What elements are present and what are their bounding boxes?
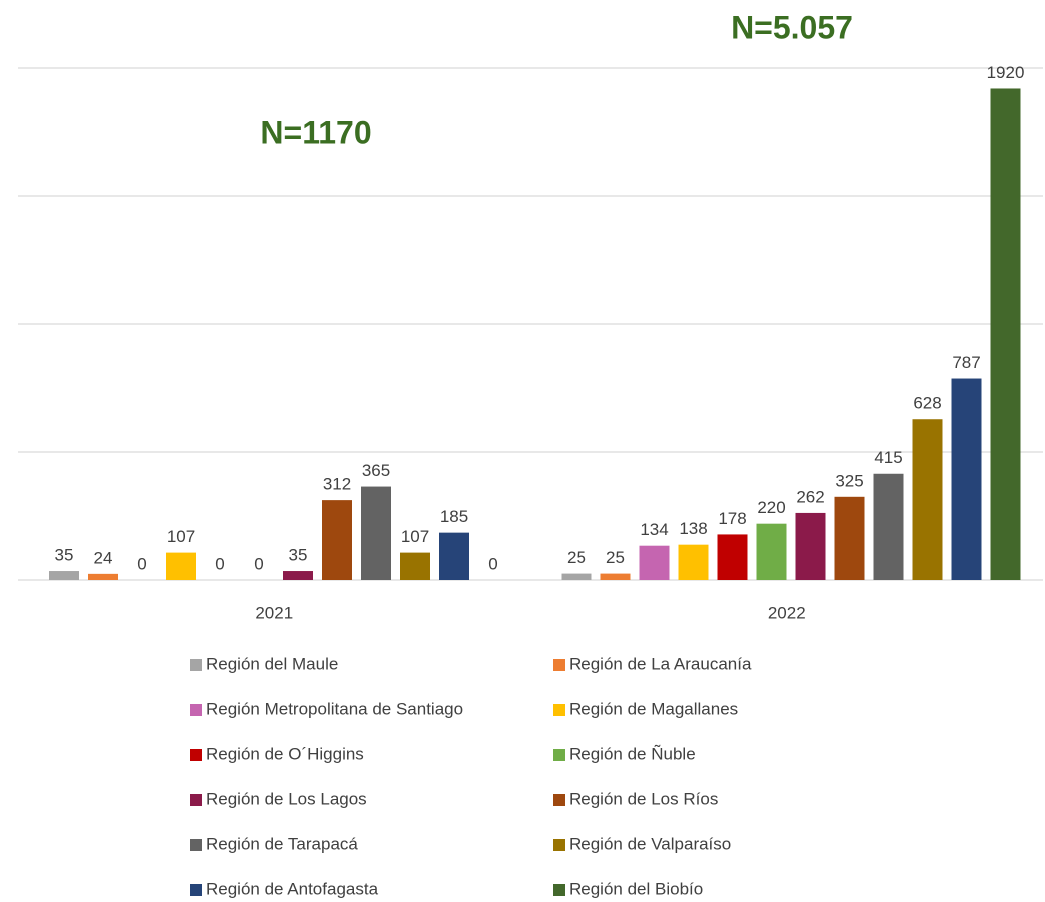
bar <box>283 571 313 580</box>
legend-swatch <box>190 839 202 851</box>
data-label: 35 <box>55 546 74 565</box>
bar <box>756 523 787 580</box>
data-label: 220 <box>757 498 785 517</box>
x-tick-label: 2022 <box>768 603 806 622</box>
legend-label: Región Metropolitana de Santiago <box>206 699 463 718</box>
bar <box>678 544 709 580</box>
bar <box>834 496 865 580</box>
legend-label: Región de Antofagasta <box>206 879 379 898</box>
data-label: 628 <box>913 394 941 413</box>
data-label: 107 <box>401 527 429 546</box>
bar <box>795 512 826 580</box>
data-label: 0 <box>254 554 263 573</box>
legend-label: Región de Magallanes <box>569 699 738 718</box>
bar <box>400 552 430 580</box>
bar <box>49 571 79 580</box>
bar <box>166 552 196 580</box>
bar <box>717 534 748 580</box>
data-label: 185 <box>440 507 468 526</box>
bar <box>322 500 352 580</box>
bar <box>951 378 982 580</box>
data-label: 415 <box>874 448 902 467</box>
data-label: 787 <box>952 353 980 372</box>
legend-swatch <box>190 659 202 671</box>
legend-label: Región de O´Higgins <box>206 744 364 763</box>
legend-label: Región de Los Ríos <box>569 789 718 808</box>
bar <box>873 473 904 580</box>
legend-swatch <box>190 704 202 716</box>
bar <box>990 88 1021 580</box>
legend-swatch <box>553 659 565 671</box>
data-label: 0 <box>488 554 497 573</box>
bar <box>600 573 631 580</box>
data-label: 25 <box>567 548 586 567</box>
bar <box>361 486 391 580</box>
legend-label: Región del Maule <box>206 654 338 673</box>
legend-label: Región de Valparaíso <box>569 834 731 853</box>
data-label: 24 <box>94 548 113 567</box>
legend-swatch <box>190 749 202 761</box>
data-label: 312 <box>323 475 351 494</box>
data-label: 138 <box>679 519 707 538</box>
annotation: N=5.057 <box>731 9 853 45</box>
data-label: 35 <box>289 546 308 565</box>
legend-label: Región del Biobío <box>569 879 703 898</box>
bar <box>439 532 469 580</box>
annotation: N=1170 <box>260 114 371 150</box>
legend-swatch <box>190 794 202 806</box>
data-label: 134 <box>640 520 668 539</box>
data-label: 365 <box>362 461 390 480</box>
legend-label: Región de Ñuble <box>569 744 696 763</box>
bar <box>639 545 670 580</box>
data-label: 178 <box>718 509 746 528</box>
data-label: 107 <box>167 527 195 546</box>
bar <box>912 419 943 580</box>
bar <box>88 573 118 580</box>
bar <box>561 573 592 580</box>
data-label: 1920 <box>987 63 1025 82</box>
legend-swatch <box>553 749 565 761</box>
legend-swatch <box>553 884 565 896</box>
legend-swatch <box>553 839 565 851</box>
data-label: 0 <box>215 554 224 573</box>
data-label: 0 <box>137 554 146 573</box>
legend-label: Región de Tarapacá <box>206 834 358 853</box>
legend-label: Región de Los Lagos <box>206 789 367 808</box>
legend-label: Región de La Araucanía <box>569 654 752 673</box>
legend-swatch <box>553 704 565 716</box>
data-label: 325 <box>835 471 863 490</box>
data-label: 262 <box>796 487 824 506</box>
legend-swatch <box>553 794 565 806</box>
data-label: 25 <box>606 548 625 567</box>
x-tick-label: 2021 <box>255 603 293 622</box>
legend-swatch <box>190 884 202 896</box>
